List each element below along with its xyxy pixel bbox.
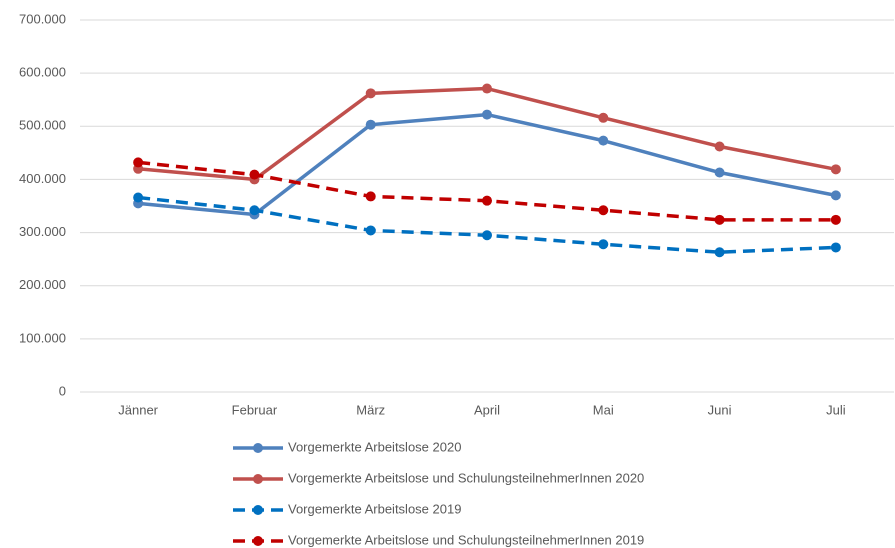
x-tick-label: März <box>356 402 385 417</box>
y-tick-label: 500.000 <box>19 118 66 133</box>
x-tick-label: Juli <box>826 402 846 417</box>
legend-marker <box>253 474 263 484</box>
data-point <box>830 190 841 201</box>
legend-label: Vorgemerkte Arbeitslose 2020 <box>288 439 461 454</box>
data-point <box>133 157 144 168</box>
data-point <box>365 88 376 99</box>
x-tick-label: Mai <box>593 402 614 417</box>
legend-marker <box>253 443 263 453</box>
data-point <box>482 230 492 241</box>
data-point <box>714 167 725 178</box>
data-point <box>482 83 492 94</box>
data-point <box>714 214 725 225</box>
x-tick-label: Jänner <box>118 402 158 417</box>
data-point <box>714 141 725 152</box>
y-tick-label: 0 <box>59 383 66 398</box>
data-point <box>365 119 376 130</box>
data-point <box>598 205 609 216</box>
data-point <box>830 214 841 225</box>
legend-label: Vorgemerkte Arbeitslose und Schulungstei… <box>288 470 644 485</box>
legend-label: Vorgemerkte Arbeitslose und Schulungstei… <box>288 532 644 547</box>
data-point <box>830 164 841 175</box>
legend-marker <box>253 505 263 515</box>
series-line <box>137 160 836 222</box>
y-tick-label: 600.000 <box>19 65 66 80</box>
data-point <box>830 242 841 253</box>
x-tick-label: Juni <box>708 402 732 417</box>
data-point <box>365 225 376 236</box>
y-tick-label: 200.000 <box>19 277 66 292</box>
series-line <box>137 195 836 254</box>
data-point <box>598 112 609 123</box>
data-point <box>249 205 260 216</box>
y-tick-label: 300.000 <box>19 224 66 239</box>
data-point <box>482 195 492 206</box>
data-point <box>714 247 725 258</box>
legend-marker <box>253 536 263 546</box>
x-tick-label: Februar <box>232 402 278 417</box>
y-tick-label: 700.000 <box>19 11 66 26</box>
data-point <box>249 169 260 180</box>
y-tick-label: 100.000 <box>19 330 66 345</box>
data-point <box>598 135 609 146</box>
data-point <box>133 192 144 203</box>
data-point <box>482 109 492 120</box>
data-point <box>598 239 609 250</box>
y-tick-label: 400.000 <box>19 171 66 186</box>
x-tick-label: April <box>474 402 500 417</box>
data-point <box>365 191 376 202</box>
series-line <box>137 86 837 182</box>
legend-label: Vorgemerkte Arbeitslose 2019 <box>288 501 461 516</box>
